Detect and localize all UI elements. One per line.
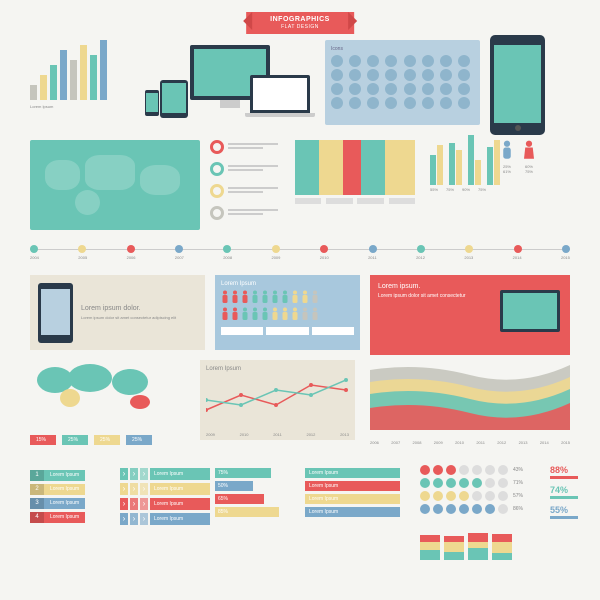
numbered-list: 1Lorem Ipsum 2Lorem Ipsum 3Lorem Ipsum 4Lor… [30,470,85,526]
arrow-item: ›››Lorem Ipsum [120,498,210,510]
stack-col [420,530,440,560]
line-chart: Lorem Ipsum 20092010201120122013 [200,360,355,440]
icon [385,83,397,95]
dot-row: 43% [420,465,523,475]
title-banner: INFOGRAPHICS FLAT DESIGN [246,12,354,34]
icon [404,55,416,67]
world-map-teal [30,140,200,230]
icon [331,55,343,67]
icon [422,55,434,67]
icon [404,69,416,81]
dot-row: 86% [420,504,523,514]
bullet-item [210,206,278,220]
icon [422,83,434,95]
tag: 25% [62,435,88,445]
numbered-item: 2Lorem Ipsum [30,484,85,495]
icon [404,97,416,109]
tablet-icon [160,80,188,118]
icon [331,69,343,81]
stack-col [468,530,488,560]
numbered-item: 4Lorem Ipsum [30,512,85,523]
pct-stat: 88% [550,465,578,479]
area-chart: 2006200720082009201020112012201320142015 [370,360,570,445]
icon [440,55,452,67]
icon [367,69,379,81]
tag: 15% [30,435,56,445]
icon [349,97,361,109]
pct-stat: 55% [550,505,578,519]
world-map-colored [295,140,415,205]
icon [458,55,470,67]
phone-icon [145,90,159,116]
icon [422,97,434,109]
ribbon: Lorem Ipsum [305,481,400,491]
icon [349,69,361,81]
numbered-item: 1Lorem Ipsum [30,470,85,481]
ribbon-list: Lorem Ipsum Lorem Ipsum Lorem Ipsum Lorem I… [305,468,400,520]
timeline: 2004200520062007200820092010201120122013… [30,245,570,263]
bars-topleft: Lorem Ipsum [30,50,107,109]
world-map-outline [30,360,160,430]
arrow-list: ›››Lorem Ipsum ›››Lorem Ipsum ›››Lorem Ips… [120,468,210,528]
icon [367,55,379,67]
dot-row: 71% [420,478,523,488]
percent-bars: 75% 50% 65% 85% [215,468,290,520]
banner-title: INFOGRAPHICS [270,16,330,23]
phone-text-card: Lorem ipsum dolor.Lorem ipsum dolor sit … [30,275,205,350]
dot-rating: 43% 71% 57% 86% [420,465,523,517]
icon [422,69,434,81]
icon [367,97,379,109]
icon [458,69,470,81]
icon [440,97,452,109]
people-pictogram: Lorem Ipsum [215,275,360,350]
icon [331,97,343,109]
arrow-item: ›››Lorem Ipsum [120,468,210,480]
icon [367,83,379,95]
ribbon: Lorem Ipsum [305,494,400,504]
tag: 25% [126,435,152,445]
bullet-item [210,140,278,154]
dot-row: 57% [420,491,523,501]
percentage-column: 88% 74% 55% [550,465,578,525]
laptop-icon [250,75,310,113]
pct-bar: 50% [215,481,253,491]
icon [385,69,397,81]
devices-showcase [140,40,310,130]
bullet-list [210,140,278,228]
icon [404,83,416,95]
grouped-bars: 55%75%90%75% [430,140,500,192]
pct-stat: 74% [550,485,578,499]
gender-stats: 25%61% 60%75% [500,140,536,174]
stack-col [492,530,512,560]
icon [385,55,397,67]
percentage-tags: 15% 25% 25% 25% [30,435,152,445]
bullet-item [210,184,278,198]
stack-col [444,530,464,560]
icon [440,83,452,95]
icon [385,97,397,109]
numbered-item: 3Lorem Ipsum [30,498,85,509]
icon [458,97,470,109]
ribbon: Lorem Ipsum [305,507,400,517]
phone-icon [38,283,73,343]
monitor-icon [500,290,560,332]
arrow-item: ›››Lorem Ipsum [120,483,210,495]
icon [458,83,470,95]
stacked-mini-bars [420,530,512,560]
banner-sub: FLAT DESIGN [270,24,330,30]
arrow-item: ›››Lorem Ipsum [120,513,210,525]
large-phone [490,35,545,135]
pct-bar: 85% [215,507,279,517]
icon [349,55,361,67]
icon [440,69,452,81]
bullet-item [210,162,278,176]
icon [349,83,361,95]
pct-bar: 75% [215,468,271,478]
icons-panel: Icons [325,40,480,125]
ribbon: Lorem Ipsum [305,468,400,478]
pct-bar: 65% [215,494,264,504]
red-monitor-card: Lorem ipsum. Lorem ipsum dolor sit amet … [370,275,570,355]
tag: 25% [94,435,120,445]
icon [331,83,343,95]
